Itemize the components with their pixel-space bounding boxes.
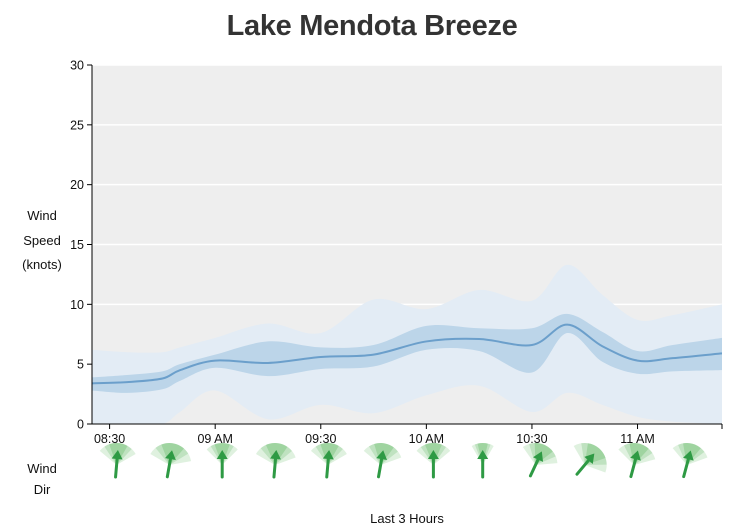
wind-dir-arrow-head <box>427 450 439 459</box>
y-axis-label-line-2: Speed <box>23 233 61 248</box>
wind-dir-arrow <box>322 450 334 479</box>
wind-dir-arrow-head <box>376 450 388 461</box>
wind-dir-arrow <box>477 450 489 479</box>
x-tick-label: 10:30 <box>516 432 547 446</box>
speed-mean-line <box>92 323 722 385</box>
x-axis-label: Last 3 Hours <box>370 511 444 526</box>
x-tick-label: 10 AM <box>409 432 444 446</box>
wind-dir-arrow <box>216 450 228 479</box>
x-tick-label: 09 AM <box>197 432 232 446</box>
wind-dir-arrow-head <box>683 450 694 461</box>
wind-dir-arrow <box>165 450 176 479</box>
wind-dir-wedge <box>529 442 556 465</box>
wind-dir-arrow <box>528 451 544 478</box>
wind-dir-arrow <box>111 450 123 479</box>
y-tick-label: 15 <box>70 238 84 252</box>
wind-dir-arrow-head <box>165 450 176 461</box>
wind-dir-icon <box>206 442 238 479</box>
wind-dir-icon <box>522 442 558 478</box>
wind-dir-arrow-head <box>270 450 282 460</box>
wind-dir-arrow <box>629 450 641 479</box>
wind-dir-icon <box>672 442 708 479</box>
y-tick-label: 0 <box>77 418 84 432</box>
y-tick-label: 30 <box>70 59 84 73</box>
wind-dir-icon <box>255 442 296 479</box>
wind-dir-icon <box>363 442 402 479</box>
y-tick-label: 20 <box>70 178 84 192</box>
wind-dir-arrow-head <box>630 450 641 461</box>
y-tick-label: 25 <box>70 118 84 132</box>
x-tick-label: 11 AM <box>620 432 655 446</box>
wind-dir-arrow-head <box>111 450 123 460</box>
wind-dir-icon <box>573 442 607 476</box>
wind-dir-icon <box>99 442 136 479</box>
plot-area <box>92 264 722 424</box>
y-axis-label-line-3: (knots) <box>22 257 62 272</box>
wind-dir-arrow <box>376 450 388 479</box>
wind-dir-arrow-head <box>584 453 595 464</box>
wind-dir-icon <box>471 443 494 479</box>
wind-dir-icon <box>150 442 192 479</box>
wind-dir-icon <box>618 442 656 479</box>
y-tick-label: 5 <box>77 358 84 372</box>
chart-title: Lake Mendota Breeze <box>226 10 518 42</box>
wind-dir-arrow-head <box>477 450 489 459</box>
y-tick-label: 10 <box>70 298 84 312</box>
x-tick-label: 08:30 <box>94 432 125 446</box>
wind-dir-label-line-2: Dir <box>33 482 51 497</box>
wind-dir-label-line-1: Wind <box>27 461 57 476</box>
wind-dir-arrow-head <box>322 450 334 460</box>
wind-dir-arrow <box>682 450 694 479</box>
wind-dir-arrow <box>270 450 282 479</box>
wind-dir-arrow <box>575 453 595 476</box>
wind-dir-icon <box>416 442 451 479</box>
y-axis-label-line-1: Wind <box>27 208 57 223</box>
wind-dir-icon <box>310 442 347 479</box>
x-tick-label: 09:30 <box>305 432 336 446</box>
wind-dir-arrow <box>427 450 439 479</box>
speed-stddev-band <box>92 313 722 393</box>
wind-dir-arrow-head <box>533 451 544 462</box>
wind-dir-arrow-head <box>216 450 228 459</box>
